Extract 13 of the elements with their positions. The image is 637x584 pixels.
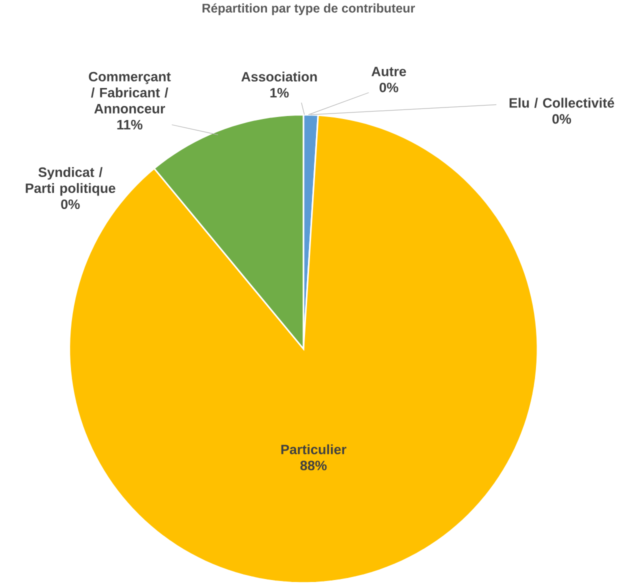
category-label: Elu / Collectivité (510, 98, 614, 108)
category-label: Syndicat / Parti politique (26, 167, 116, 196)
data-label: 1% (270, 88, 289, 98)
category-label: Autre (372, 67, 406, 76)
chart-title: Répartition par type de contributeur (202, 3, 415, 16)
slice-label: Association (241, 72, 317, 82)
text: 0% (552, 114, 572, 124)
text: 0% (380, 82, 398, 92)
data-label: 88% (300, 460, 327, 470)
data-label: 11% (117, 120, 142, 130)
slice-label: Commerçant / Fabricant / Annonceur (88, 72, 171, 114)
text: 0% (61, 200, 80, 210)
slice-label: Particulier (281, 444, 346, 454)
